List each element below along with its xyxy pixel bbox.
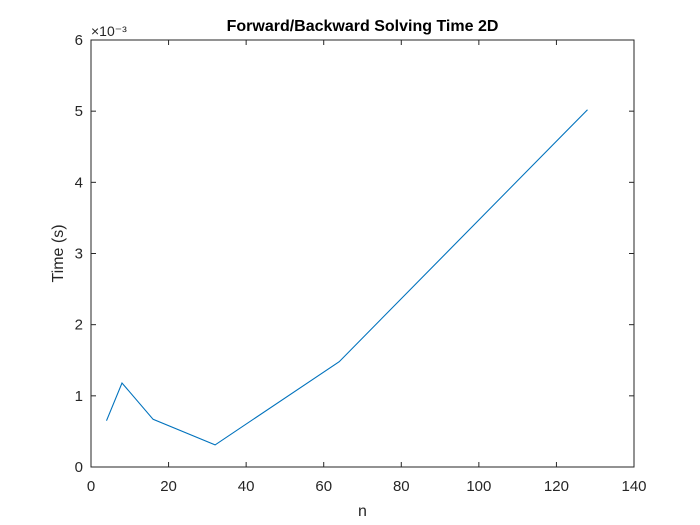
x-tick-label: 80 — [393, 478, 410, 495]
x-tick-label: 120 — [544, 478, 569, 495]
x-tick-label: 40 — [238, 478, 255, 495]
y-tick-label: 6 — [75, 32, 83, 49]
plot-area-box — [90, 39, 635, 468]
chart-title: Forward/Backward Solving Time 2D — [227, 18, 499, 35]
y-tick-label: 0 — [75, 459, 83, 476]
y-tick-label: 2 — [75, 317, 83, 334]
x-tick-label: 60 — [315, 478, 332, 495]
x-tick-label: 20 — [160, 478, 177, 495]
x-axis-label: n — [358, 503, 367, 520]
y-exponent-label: ×10⁻³ — [91, 23, 127, 39]
y-tick-label: 1 — [75, 388, 83, 405]
y-tick-label: 5 — [75, 103, 83, 120]
series-line — [105, 109, 588, 446]
y-tick-label: 3 — [75, 246, 83, 263]
x-tick-label: 0 — [87, 478, 95, 495]
x-tick-label: 100 — [466, 478, 491, 495]
y-axis-label: Time (s) — [50, 224, 67, 282]
y-tick-label: 4 — [75, 174, 83, 191]
x-tick-label: 140 — [621, 478, 646, 495]
